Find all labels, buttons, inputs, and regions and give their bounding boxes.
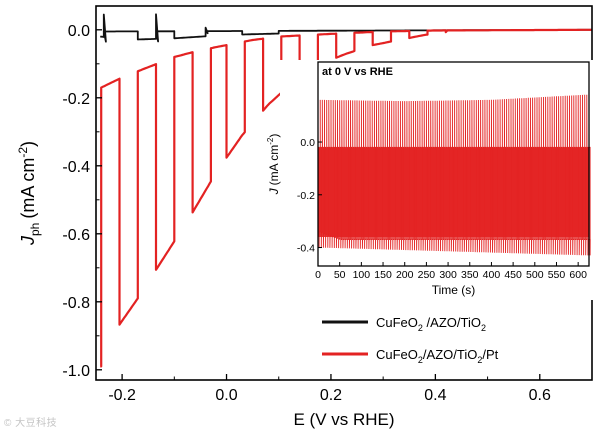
- inset-x-tick-label: 550: [548, 269, 566, 281]
- x-tick-label: 0.4: [424, 387, 446, 404]
- inset-x-axis-label: Time (s): [432, 283, 476, 297]
- y-tick-label: -0.4: [62, 159, 90, 176]
- inset-x-tick-label: 600: [569, 269, 587, 281]
- inset-x-tick-label: 50: [334, 269, 346, 281]
- series-line-cufeo2-azo-tio2-pt: [100, 28, 593, 368]
- inset-x-tick-label: 200: [396, 269, 414, 281]
- inset-y-tick-label: -0.4: [297, 243, 315, 255]
- main-axes: -0.2 0.0 0.2 0.4 0.6 0.0 -0.2 -0.4 -0.6 -0.8 -1.0: [62, 23, 593, 404]
- inset-x-tick-label: 300: [439, 269, 457, 281]
- legend-label-red: CuFeO2/AZO/TiO2/Pt: [376, 347, 499, 365]
- inset-x-tick-label: 100: [353, 269, 371, 281]
- y-tick-label: -0.6: [62, 227, 90, 244]
- legend-item-red: CuFeO2/AZO/TiO2/Pt: [322, 347, 499, 365]
- x-tick-label: 0.6: [529, 387, 551, 404]
- inset-x-tick-label: 0: [315, 269, 321, 281]
- legend-label-black: CuFeO2 /AZO/TiO2: [376, 315, 486, 333]
- inset-chart: 0 50 100 150 200 250 300 350 400 450 500 550 600 0.0 -…: [266, 60, 598, 300]
- inset-x-tick-label: 450: [504, 269, 522, 281]
- y-tick-label: 0.0: [68, 23, 90, 40]
- inset-series: [317, 94, 591, 256]
- inset-y-tick-label: -0.2: [297, 190, 315, 202]
- legend: CuFeO2 /AZO/TiO2 CuFeO2/AZO/TiO2/Pt: [322, 315, 499, 365]
- inset-y-axis-label: J(mA cm-2): [266, 134, 281, 196]
- legend-item-black: CuFeO2 /AZO/TiO2: [322, 315, 486, 333]
- inset-x-tick-label: 500: [526, 269, 544, 281]
- inset-x-tick-label: 150: [374, 269, 392, 281]
- main-y-axis-label: Jph(mA cm-2): [16, 141, 42, 246]
- y-tick-label: -1.0: [62, 363, 90, 380]
- x-tick-label: 0.2: [320, 387, 342, 404]
- y-tick-label: -0.8: [62, 295, 90, 312]
- inset-axes: 0 50 100 150 200 250 300 350 400 450 500 550 600 0.0 -…: [297, 137, 587, 281]
- inset-x-tick-label: 350: [461, 269, 479, 281]
- inset-x-tick-label: 250: [418, 269, 436, 281]
- x-tick-label: 0.0: [215, 387, 237, 404]
- inset-x-tick-label: 400: [483, 269, 501, 281]
- main-series: [100, 13, 593, 368]
- inset-title: at 0 V vs RHE: [322, 66, 393, 78]
- inset-plot-frame: [317, 61, 590, 267]
- x-tick-label: -0.2: [108, 387, 136, 404]
- series-line-cufeo2-azo-tio2: [100, 13, 592, 43]
- main-x-axis-label: E (V vs RHE): [293, 410, 394, 429]
- inset-series-band: [318, 147, 589, 237]
- inset-y-tick-label: 0.0: [300, 137, 315, 149]
- watermark: © 大豆科技: [4, 418, 58, 429]
- y-tick-label: -0.2: [62, 91, 90, 108]
